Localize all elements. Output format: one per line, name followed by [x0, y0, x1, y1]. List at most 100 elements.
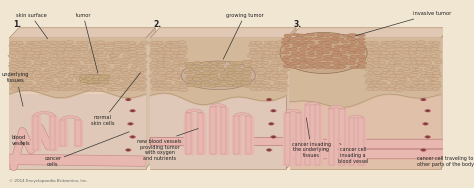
Polygon shape [210, 104, 226, 107]
Circle shape [422, 123, 428, 125]
Ellipse shape [64, 41, 74, 44]
Polygon shape [328, 105, 345, 109]
Ellipse shape [119, 88, 130, 91]
Ellipse shape [52, 75, 59, 78]
Ellipse shape [179, 58, 188, 61]
Ellipse shape [165, 41, 173, 44]
Ellipse shape [410, 88, 419, 91]
Polygon shape [290, 28, 450, 38]
Circle shape [127, 149, 130, 151]
Ellipse shape [269, 88, 279, 91]
Ellipse shape [215, 84, 225, 87]
Ellipse shape [97, 61, 105, 65]
Polygon shape [210, 107, 216, 154]
Ellipse shape [331, 34, 340, 37]
Ellipse shape [386, 54, 397, 57]
Circle shape [422, 149, 425, 151]
Ellipse shape [227, 81, 237, 84]
Ellipse shape [283, 56, 291, 58]
Ellipse shape [73, 88, 82, 90]
Ellipse shape [41, 45, 49, 48]
Ellipse shape [305, 33, 315, 36]
Polygon shape [290, 38, 441, 169]
Ellipse shape [371, 48, 381, 51]
Ellipse shape [112, 75, 122, 77]
Ellipse shape [323, 66, 332, 69]
Ellipse shape [418, 81, 426, 84]
Polygon shape [349, 118, 354, 165]
Ellipse shape [149, 55, 157, 57]
Text: underlying
tissues: underlying tissues [2, 72, 29, 83]
Ellipse shape [89, 75, 96, 78]
Ellipse shape [51, 48, 58, 51]
Ellipse shape [113, 51, 121, 54]
Text: blood
vessels: blood vessels [11, 135, 30, 146]
Ellipse shape [240, 74, 251, 77]
Ellipse shape [262, 65, 271, 68]
Ellipse shape [279, 81, 287, 84]
Ellipse shape [404, 87, 415, 90]
Text: skin surface: skin surface [16, 13, 48, 39]
Ellipse shape [194, 74, 204, 77]
Ellipse shape [366, 79, 374, 81]
Polygon shape [339, 109, 345, 165]
Ellipse shape [80, 81, 90, 84]
Ellipse shape [64, 47, 74, 50]
Ellipse shape [80, 47, 88, 51]
Ellipse shape [202, 62, 210, 64]
Ellipse shape [10, 48, 17, 51]
Ellipse shape [71, 58, 79, 61]
Ellipse shape [279, 47, 286, 51]
Circle shape [272, 136, 275, 137]
Ellipse shape [350, 41, 357, 44]
Ellipse shape [58, 45, 67, 48]
Ellipse shape [283, 58, 290, 61]
Polygon shape [198, 113, 203, 154]
Ellipse shape [314, 37, 323, 40]
Ellipse shape [132, 61, 139, 64]
Ellipse shape [227, 74, 235, 77]
Ellipse shape [57, 58, 66, 61]
Ellipse shape [300, 37, 307, 40]
Ellipse shape [187, 83, 195, 87]
Ellipse shape [100, 75, 110, 78]
Ellipse shape [89, 88, 97, 91]
Ellipse shape [416, 61, 424, 64]
Ellipse shape [250, 79, 257, 81]
Ellipse shape [149, 75, 157, 77]
Ellipse shape [137, 58, 144, 61]
Ellipse shape [128, 51, 138, 54]
Ellipse shape [55, 48, 65, 51]
Ellipse shape [73, 51, 81, 54]
Ellipse shape [272, 74, 280, 77]
Ellipse shape [401, 67, 410, 71]
Ellipse shape [284, 48, 292, 51]
Ellipse shape [291, 52, 299, 54]
Ellipse shape [299, 48, 310, 51]
Ellipse shape [196, 81, 203, 84]
Ellipse shape [388, 62, 397, 64]
Ellipse shape [97, 84, 106, 87]
Ellipse shape [223, 78, 233, 81]
Ellipse shape [290, 47, 298, 51]
Ellipse shape [95, 88, 103, 91]
Ellipse shape [298, 34, 305, 37]
Ellipse shape [26, 52, 36, 55]
Ellipse shape [92, 80, 100, 83]
Ellipse shape [167, 68, 174, 71]
Ellipse shape [64, 84, 74, 87]
Ellipse shape [313, 48, 324, 51]
Ellipse shape [165, 88, 173, 90]
Ellipse shape [339, 55, 348, 58]
Circle shape [125, 98, 131, 101]
Circle shape [266, 98, 272, 101]
Polygon shape [305, 102, 320, 105]
Ellipse shape [332, 61, 342, 64]
Ellipse shape [366, 41, 374, 44]
Ellipse shape [372, 71, 383, 74]
Ellipse shape [128, 47, 137, 50]
Ellipse shape [372, 67, 382, 70]
Ellipse shape [89, 55, 99, 58]
Ellipse shape [89, 68, 96, 71]
Ellipse shape [430, 77, 438, 80]
